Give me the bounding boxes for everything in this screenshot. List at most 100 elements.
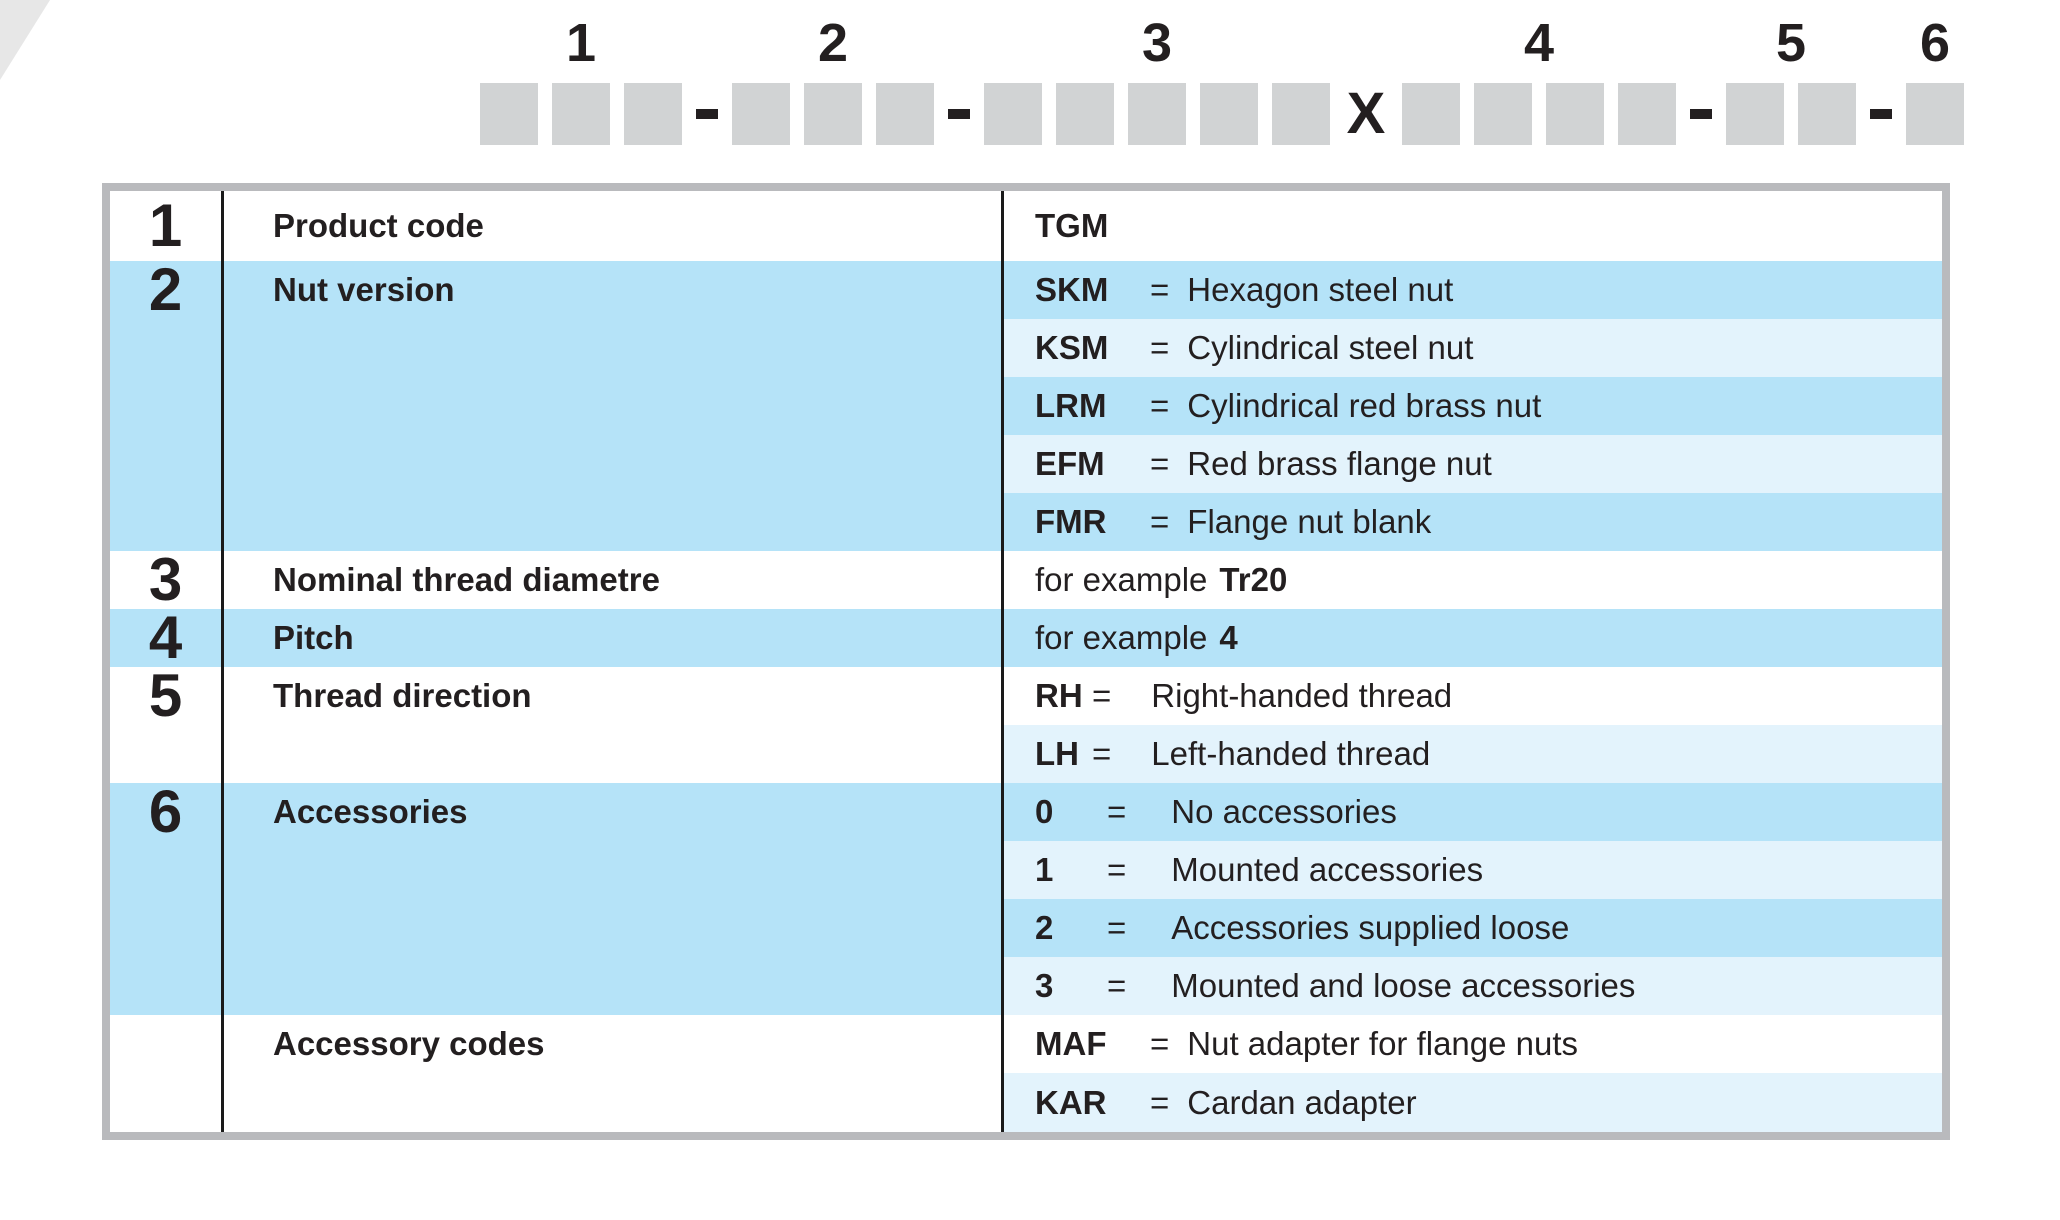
- equals-sign: =: [1150, 329, 1170, 366]
- ordering-key-grid: 1 Product code TGM 2 Nut version SKM = Hexagon …: [110, 191, 1942, 1132]
- table-value-cell: EFM = Red brass flange nut: [1003, 435, 1942, 493]
- row-label: Nut version: [273, 271, 455, 308]
- code-strip-group-number-5: 5: [1775, 13, 1807, 73]
- option-code: FMR: [1035, 503, 1107, 540]
- row-number: 2: [148, 256, 183, 323]
- code-character-box: [984, 83, 1042, 145]
- table-group-nut-version: 2 Nut version: [110, 256, 1003, 551]
- code-strip-group-number-4: 4: [1523, 13, 1555, 73]
- row-number: 1: [148, 192, 183, 259]
- code-strip: X: [480, 83, 1964, 145]
- option-description: Cylindrical red brass nut: [1187, 387, 1542, 424]
- option-description: Hexagon steel nut: [1187, 271, 1454, 308]
- option-description: Cardan adapter: [1187, 1083, 1417, 1121]
- code-separator-dash: [948, 109, 970, 119]
- table-value-cell: FMR = Flange nut blank: [1003, 493, 1942, 551]
- code-strip-group-numbers: 1 2 3 4 5 6: [0, 13, 2060, 76]
- code-strip-group-number-3: 3: [1141, 13, 1173, 73]
- table-value-cell: TGM: [1003, 191, 1942, 261]
- code-character-box: [804, 83, 862, 145]
- table-group-accessories: 6 Accessories: [110, 778, 1003, 1015]
- example-prefix: for example: [1035, 619, 1208, 656]
- code-character-box: [876, 83, 934, 145]
- option-description: Nut adapter for flange nuts: [1187, 1025, 1579, 1062]
- code-character-box: [1618, 83, 1676, 145]
- code-character-box: [1474, 83, 1532, 145]
- table-value-cell: for example Tr20: [1003, 551, 1942, 609]
- equals-sign: =: [1150, 503, 1170, 540]
- table-value-cell: RH = Right-handed thread: [1003, 667, 1942, 725]
- option-code: SKM: [1035, 271, 1109, 308]
- code-character-box: [1200, 83, 1258, 145]
- code-character-box: [1402, 83, 1460, 145]
- equals-sign: =: [1107, 909, 1127, 946]
- option-description: Right-handed thread: [1151, 677, 1453, 714]
- code-character-box: [1906, 83, 1964, 145]
- option-description: Accessories supplied loose: [1171, 909, 1570, 946]
- option-code: LH: [1035, 735, 1079, 772]
- equals-sign: =: [1092, 735, 1112, 772]
- equals-sign: =: [1150, 1025, 1170, 1062]
- code-separator-dash: [1870, 109, 1892, 119]
- table-value-cell: KSM = Cylindrical steel nut: [1003, 319, 1942, 377]
- code-strip-group-number-2: 2: [817, 13, 849, 73]
- option-description: No accessories: [1171, 793, 1397, 830]
- table-divider-line-1: [221, 191, 224, 1132]
- table-value-cell: 1 = Mounted accessories: [1003, 841, 1942, 899]
- equals-sign: =: [1107, 851, 1127, 888]
- option-description: Mounted and loose accessories: [1171, 967, 1636, 1004]
- option-code: 1: [1035, 851, 1054, 888]
- row-label: Pitch: [273, 619, 354, 656]
- code-character-box: [1056, 83, 1114, 145]
- row-number: 5: [148, 662, 183, 729]
- table-value-cell: KAR = Cardan adapter: [1003, 1073, 1942, 1132]
- row-number: 6: [148, 778, 183, 845]
- example-code: Tr20: [1219, 561, 1288, 598]
- code-separator-dash: [696, 109, 718, 119]
- table-value-cell: LRM = Cylindrical red brass nut: [1003, 377, 1942, 435]
- option-code: EFM: [1035, 445, 1105, 482]
- option-description: Mounted accessories: [1171, 851, 1484, 888]
- code-character-box: [624, 83, 682, 145]
- product-code-value: TGM: [1035, 207, 1109, 244]
- equals-sign: =: [1107, 793, 1127, 830]
- table-value-cell: 3 = Mounted and loose accessories: [1003, 957, 1942, 1015]
- code-separator-dash: [1690, 109, 1712, 119]
- option-description: Red brass flange nut: [1187, 445, 1492, 482]
- option-code: 2: [1035, 909, 1054, 946]
- table-value-cell: LH = Left-handed thread: [1003, 725, 1942, 783]
- option-code: LRM: [1035, 387, 1107, 424]
- table-group-thread-direction: 5 Thread direction: [110, 662, 1003, 783]
- code-character-box: [1726, 83, 1784, 145]
- equals-sign: =: [1150, 387, 1170, 424]
- example-code: 4: [1219, 619, 1238, 656]
- table-value-cell: MAF = Nut adapter for flange nuts: [1003, 1015, 1942, 1073]
- table-divider-line-2: [1001, 191, 1004, 1132]
- option-description: Flange nut blank: [1187, 503, 1432, 540]
- equals-sign: =: [1150, 271, 1170, 308]
- code-character-box: [1272, 83, 1330, 145]
- option-code: KSM: [1035, 329, 1109, 366]
- example-prefix: for example: [1035, 561, 1208, 598]
- code-strip-group-number-6: 6: [1919, 13, 1951, 73]
- equals-sign: =: [1150, 1083, 1170, 1121]
- code-character-box: [732, 83, 790, 145]
- table-group-nominal-thread-diametre: 3 Nominal thread diametre: [110, 550, 1003, 610]
- row-label: Nominal thread diametre: [273, 561, 660, 598]
- option-code: MAF: [1035, 1025, 1107, 1062]
- code-character-box: [480, 83, 538, 145]
- table-value-cell: 0 = No accessories: [1003, 783, 1942, 841]
- table-group-accessory-codes: Accessory codes: [110, 1015, 1003, 1132]
- option-description: Left-handed thread: [1151, 735, 1431, 772]
- equals-sign: =: [1092, 677, 1112, 714]
- code-character-box: [552, 83, 610, 145]
- ordering-key-table: 1 Product code TGM 2 Nut version SKM = Hexagon …: [102, 183, 1950, 1140]
- equals-sign: =: [1107, 967, 1127, 1004]
- row-label: Accessories: [273, 793, 468, 830]
- option-code: 0: [1035, 793, 1054, 830]
- code-multiplier-x: X: [1346, 81, 1386, 146]
- code-character-box: [1128, 83, 1186, 145]
- code-character-box: [1798, 83, 1856, 145]
- option-code: 3: [1035, 967, 1054, 1004]
